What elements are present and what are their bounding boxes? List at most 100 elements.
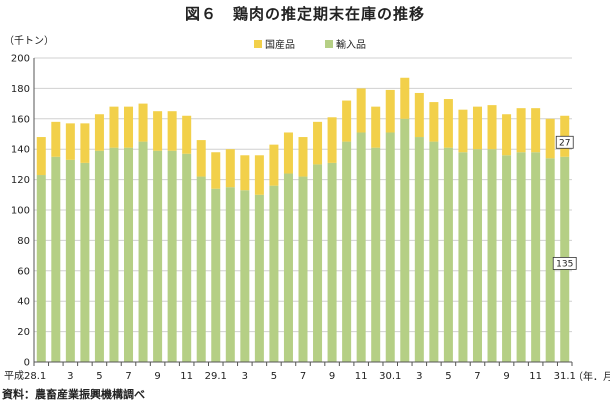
y-tick-label: 200 bbox=[11, 54, 30, 65]
bar-imported bbox=[502, 155, 512, 362]
bar-domestic bbox=[65, 123, 75, 160]
bar-imported bbox=[124, 147, 134, 362]
bar-domestic bbox=[429, 102, 439, 142]
bar-imported bbox=[94, 150, 104, 362]
figure-title: 図６ 鶏肉の推定期末在庫の推移 bbox=[184, 5, 425, 23]
bar-imported bbox=[472, 149, 482, 362]
bar-imported bbox=[182, 153, 192, 362]
x-tick-label: 5 bbox=[445, 371, 451, 382]
bar-domestic bbox=[225, 149, 235, 188]
bar-imported bbox=[211, 188, 221, 362]
x-tick-label: 11 bbox=[355, 371, 368, 382]
data-labels: 27 135 bbox=[552, 135, 577, 270]
bar-domestic bbox=[153, 111, 163, 151]
data-label: 135 bbox=[556, 260, 573, 270]
bar-domestic bbox=[80, 123, 90, 163]
bar-domestic bbox=[36, 137, 46, 176]
bar-imported bbox=[36, 175, 46, 362]
bar-imported bbox=[80, 162, 90, 362]
data-label-box bbox=[552, 256, 577, 270]
y-tick-label: 20 bbox=[17, 327, 30, 338]
axes bbox=[33, 58, 573, 366]
y-tick-label: 60 bbox=[17, 266, 30, 277]
y-tick-label: 120 bbox=[11, 175, 30, 186]
bar-domestic bbox=[458, 109, 468, 153]
source-note: 資料：農畜産業振興機構調べ bbox=[2, 388, 145, 401]
bar-domestic bbox=[269, 144, 279, 186]
bar-imported bbox=[51, 156, 61, 362]
x-tick-label: 9 bbox=[503, 371, 509, 382]
bar-imported bbox=[356, 132, 366, 362]
x-tick-label: 5 bbox=[271, 371, 277, 382]
bar-imported bbox=[429, 141, 439, 362]
bar-domestic bbox=[298, 137, 308, 177]
bar-imported bbox=[327, 162, 337, 362]
bar-domestic bbox=[545, 118, 555, 159]
y-axis-label: （千トン） bbox=[4, 35, 54, 47]
bar-imported bbox=[443, 147, 453, 362]
bar-imported bbox=[385, 132, 395, 362]
bar-domestic bbox=[443, 99, 453, 148]
bar-imported bbox=[516, 152, 526, 362]
bar-domestic bbox=[138, 103, 148, 142]
x-tick-label: 30.1 bbox=[379, 371, 401, 382]
bar-domestic bbox=[283, 132, 293, 174]
y-tick-labels: 0 20 40 60 80 100 120 140 160 180 200 bbox=[11, 54, 30, 369]
bar-imported bbox=[254, 194, 264, 362]
bar-domestic bbox=[240, 155, 250, 191]
bar-domestic bbox=[254, 155, 264, 195]
x-tick-label: 7 bbox=[125, 371, 131, 382]
bar-imported bbox=[545, 158, 555, 362]
y-tick-label: 40 bbox=[17, 297, 30, 308]
bars bbox=[36, 77, 570, 362]
bar-domestic bbox=[385, 89, 395, 133]
legend-swatch bbox=[325, 40, 333, 48]
x-tick-label: 3 bbox=[242, 371, 248, 382]
bar-domestic bbox=[516, 108, 526, 153]
bar-domestic bbox=[531, 108, 541, 153]
bar-imported bbox=[167, 150, 177, 362]
x-tick-label: 7 bbox=[474, 371, 480, 382]
x-tick-label: 29.1 bbox=[205, 371, 227, 382]
data-label-box bbox=[555, 135, 574, 149]
bar-domestic bbox=[167, 111, 177, 151]
bar-domestic bbox=[472, 106, 482, 150]
bar-domestic bbox=[313, 121, 323, 165]
bar-domestic bbox=[371, 106, 381, 148]
x-axis-label: （年．月） bbox=[573, 370, 610, 383]
x-tick-label: 31.1 bbox=[554, 371, 576, 382]
x-tick-label: 9 bbox=[154, 371, 160, 382]
bar-domestic bbox=[327, 117, 337, 163]
bar-domestic bbox=[109, 106, 119, 148]
bar-domestic bbox=[400, 77, 410, 119]
bar-imported bbox=[269, 185, 279, 362]
bar-domestic bbox=[414, 92, 424, 138]
legend: 国産品 輸入品 bbox=[254, 38, 366, 51]
bar-imported bbox=[138, 141, 148, 362]
bar-imported bbox=[196, 176, 206, 362]
x-tick-label: 9 bbox=[329, 371, 335, 382]
bar-domestic bbox=[502, 114, 512, 156]
bar-imported bbox=[65, 159, 75, 362]
bar-domestic bbox=[356, 88, 366, 133]
bar-imported bbox=[414, 137, 424, 362]
data-label: 27 bbox=[559, 138, 570, 148]
x-tick-label: 7 bbox=[300, 371, 306, 382]
bar-imported bbox=[313, 164, 323, 362]
y-tick-label: 0 bbox=[24, 358, 30, 369]
x-tick-labels: 平成28.1 3 5 7 9 11 29.1 3 5 7 9 11 30.1 3 5 7 9 11 31.1 bbox=[4, 370, 576, 382]
x-tick-label: 平成28.1 bbox=[4, 370, 46, 382]
bar-domestic bbox=[487, 105, 497, 150]
bar-domestic bbox=[51, 121, 61, 157]
y-tick-label: 80 bbox=[17, 236, 30, 247]
x-tick-label: 11 bbox=[180, 371, 193, 382]
legend-label: 輸入品 bbox=[336, 38, 366, 51]
bar-imported bbox=[371, 147, 381, 362]
bar-imported bbox=[298, 176, 308, 362]
bar-imported bbox=[342, 141, 352, 362]
legend-label: 国産品 bbox=[265, 38, 295, 51]
bar-imported bbox=[240, 190, 250, 362]
bar-imported bbox=[458, 152, 468, 362]
bar-imported bbox=[400, 118, 410, 362]
